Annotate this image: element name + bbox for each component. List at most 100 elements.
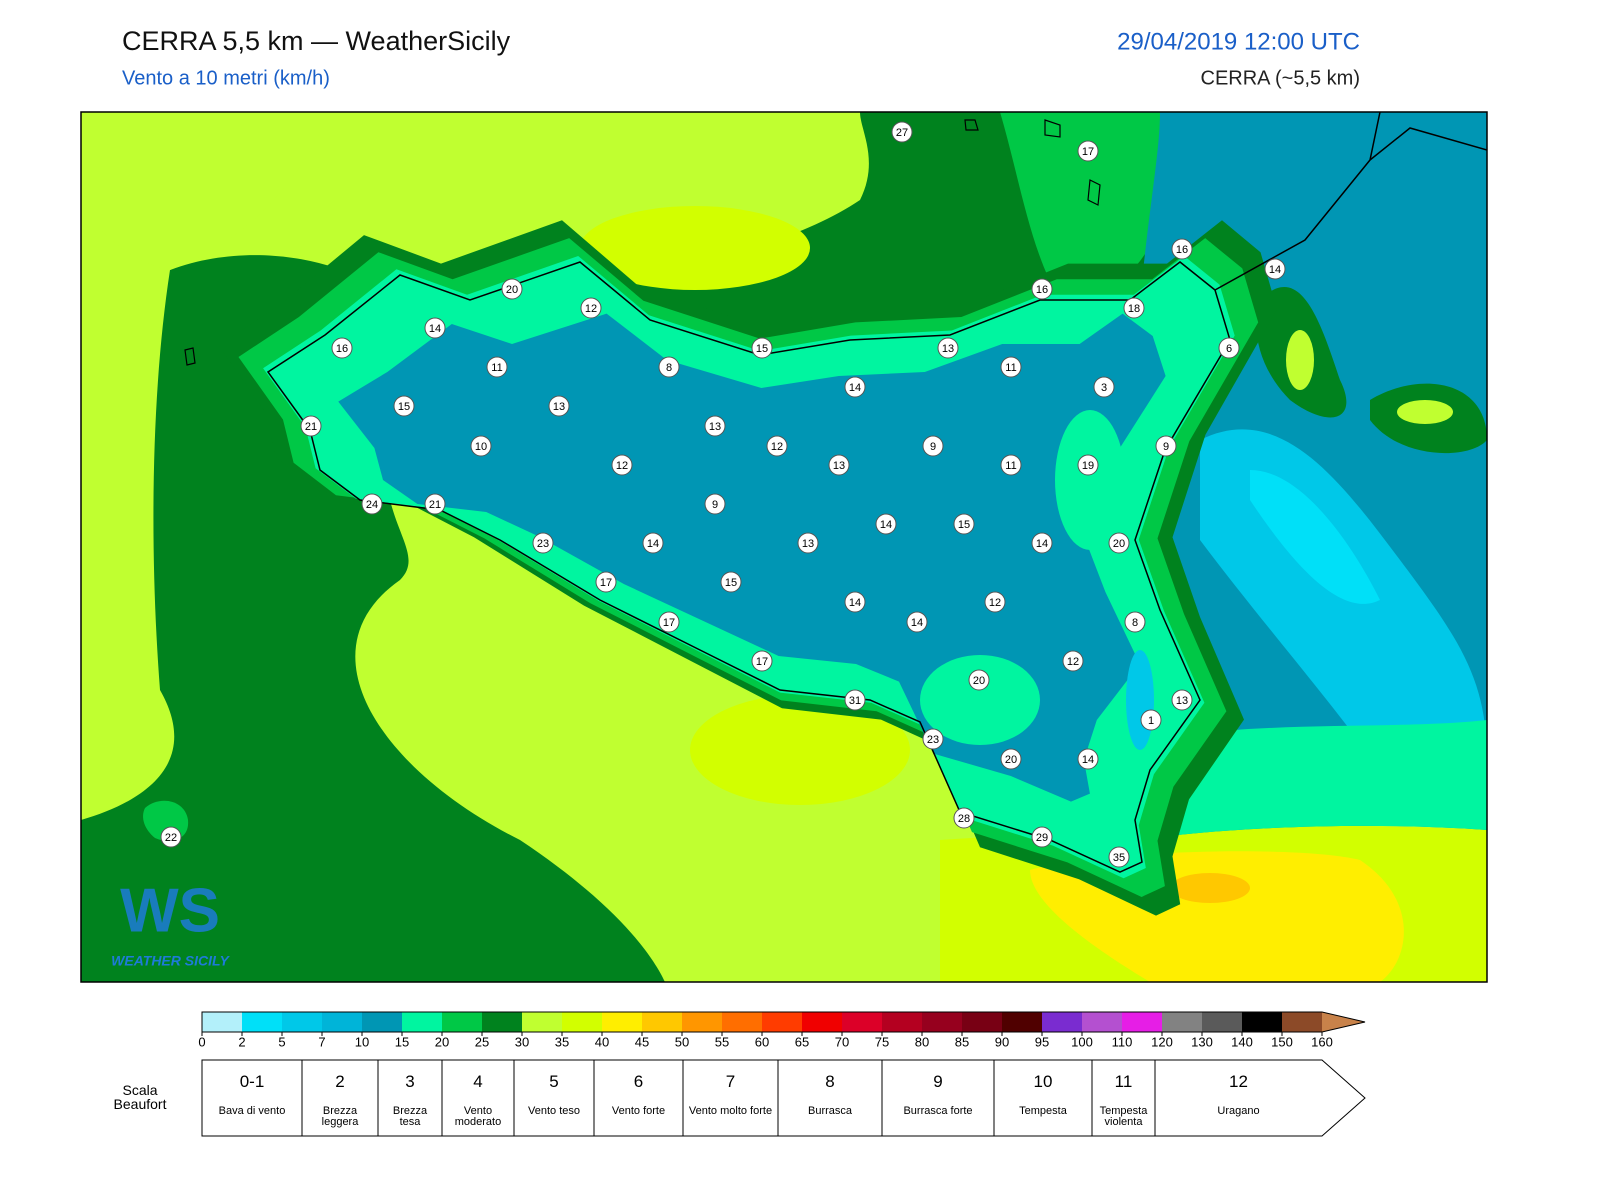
station-value: 18 bbox=[1128, 303, 1140, 315]
station-value: 20 bbox=[1113, 538, 1125, 550]
station-marker bbox=[1155, 435, 1177, 457]
colorbar-tick-label: 7 bbox=[318, 1034, 325, 1049]
colorbar-cell bbox=[922, 1012, 962, 1032]
station-marker bbox=[1108, 532, 1130, 554]
station-marker bbox=[844, 689, 866, 711]
colorbar-tick-label: 95 bbox=[1035, 1034, 1049, 1049]
station-value: 14 bbox=[911, 617, 923, 629]
colorbar-cell bbox=[402, 1012, 442, 1032]
colorbar-cell bbox=[322, 1012, 362, 1032]
beaufort-outline bbox=[201, 1059, 1366, 1137]
field-light-nw bbox=[81, 112, 330, 270]
station-value: 21 bbox=[429, 499, 441, 511]
field-ionian-aqua bbox=[1140, 720, 1487, 840]
station-marker bbox=[1124, 611, 1146, 633]
station-value: 13 bbox=[802, 538, 814, 550]
station-marker bbox=[953, 807, 975, 829]
colorbar-cell bbox=[682, 1012, 722, 1032]
station-value: 12 bbox=[1067, 656, 1079, 668]
beaufort-number: 0-1 bbox=[239, 1072, 265, 1091]
beaufort-description: Burrasca forte bbox=[903, 1105, 973, 1117]
station-marker bbox=[797, 532, 819, 554]
station-value: 11 bbox=[1005, 460, 1016, 472]
station-value: 15 bbox=[958, 519, 970, 531]
station-value: 24 bbox=[366, 499, 378, 511]
datetime: 29/04/2019 12:00 UTC bbox=[1117, 28, 1360, 55]
coastline-calabria bbox=[1214, 112, 1487, 291]
station-value: 11 bbox=[491, 362, 502, 374]
beaufort-description: Vento teso bbox=[528, 1105, 580, 1117]
colorbar-tick-label: 75 bbox=[875, 1034, 889, 1049]
station-marker bbox=[891, 121, 913, 143]
station-marker bbox=[922, 728, 944, 750]
station-value: 8 bbox=[1132, 617, 1138, 629]
colorbar-tick-label: 55 bbox=[715, 1034, 729, 1049]
beaufort-number: 7 bbox=[725, 1072, 736, 1091]
colorbar-cell bbox=[362, 1012, 402, 1032]
beaufort-description: Vento forte bbox=[611, 1105, 666, 1117]
field-east-light bbox=[1397, 400, 1453, 424]
beaufort-number: 3 bbox=[405, 1072, 415, 1091]
beaufort-number: 9 bbox=[933, 1072, 943, 1091]
station-value: 13 bbox=[942, 343, 954, 355]
colorbar: 0 2 5 7 10 15 20 25 30 35 40 45 50 55 60 65 70 75 80 85 90 95… bbox=[198, 1011, 1366, 1049]
station-marker bbox=[331, 337, 353, 359]
colorbar-cell bbox=[642, 1012, 682, 1032]
station-marker bbox=[1123, 297, 1145, 319]
beaufort-number: 4 bbox=[473, 1072, 483, 1091]
field-gulf-cyan bbox=[1126, 650, 1154, 750]
field-southeast-aqua bbox=[920, 655, 1040, 745]
colorbar-tick-label: 140 bbox=[1231, 1034, 1253, 1049]
station-value: 16 bbox=[336, 343, 348, 355]
station-marker bbox=[875, 513, 897, 535]
station-value: 9 bbox=[930, 441, 936, 453]
beaufort-number: 12 bbox=[1229, 1072, 1248, 1091]
station-marker bbox=[720, 571, 742, 593]
colorbar-tick-label: 30 bbox=[515, 1034, 529, 1049]
station-marker bbox=[844, 376, 866, 398]
colorbar-cell bbox=[802, 1012, 842, 1032]
station-value: 14 bbox=[849, 382, 861, 394]
station-marker bbox=[828, 454, 850, 476]
station-value: 14 bbox=[1082, 754, 1094, 766]
station-marker bbox=[1062, 650, 1084, 672]
beaufort-number: 6 bbox=[633, 1072, 644, 1091]
station-value: 20 bbox=[506, 284, 518, 296]
beaufort-description: Tempesta violenta bbox=[1099, 1105, 1148, 1128]
colorbar-arrow bbox=[1322, 1012, 1365, 1032]
colorbar-tick-label: 110 bbox=[1112, 1034, 1133, 1049]
field-yellow-north bbox=[580, 206, 810, 290]
station-marker bbox=[1000, 356, 1022, 378]
station-value: 23 bbox=[537, 538, 549, 550]
station-value: 23 bbox=[927, 734, 939, 746]
station-marker bbox=[704, 415, 726, 437]
colorbar-cell bbox=[1042, 1012, 1082, 1032]
station-value: 14 bbox=[1269, 264, 1281, 276]
field-calabria-light bbox=[1286, 330, 1314, 390]
station-value: 22 bbox=[165, 832, 177, 844]
station-marker bbox=[1031, 278, 1053, 300]
station-marker bbox=[393, 395, 415, 417]
beaufort-number: 5 bbox=[549, 1072, 559, 1091]
station-marker bbox=[751, 650, 773, 672]
station-value: 1 bbox=[1148, 715, 1154, 727]
station-value: 17 bbox=[663, 617, 675, 629]
station-value: 9 bbox=[1163, 441, 1169, 453]
station-value: 29 bbox=[1036, 832, 1048, 844]
colorbar-tick-label: 80 bbox=[915, 1034, 929, 1049]
colorbar-cell bbox=[282, 1012, 322, 1032]
colorbar-cell bbox=[522, 1012, 562, 1032]
station-value: 15 bbox=[725, 577, 737, 589]
station-value: 13 bbox=[709, 421, 721, 433]
station-marker bbox=[1264, 258, 1286, 280]
colorbar-tick-label: 15 bbox=[395, 1034, 409, 1049]
colorbar-tick-label: 40 bbox=[595, 1034, 609, 1049]
station-marker bbox=[1077, 454, 1099, 476]
station-value: 19 bbox=[1082, 460, 1094, 472]
colorbar-cell bbox=[1002, 1012, 1042, 1032]
station-marker bbox=[580, 297, 602, 319]
station-marker bbox=[704, 493, 726, 515]
beaufort-label: Scala Beaufort bbox=[113, 1082, 167, 1112]
station-marker bbox=[532, 532, 554, 554]
